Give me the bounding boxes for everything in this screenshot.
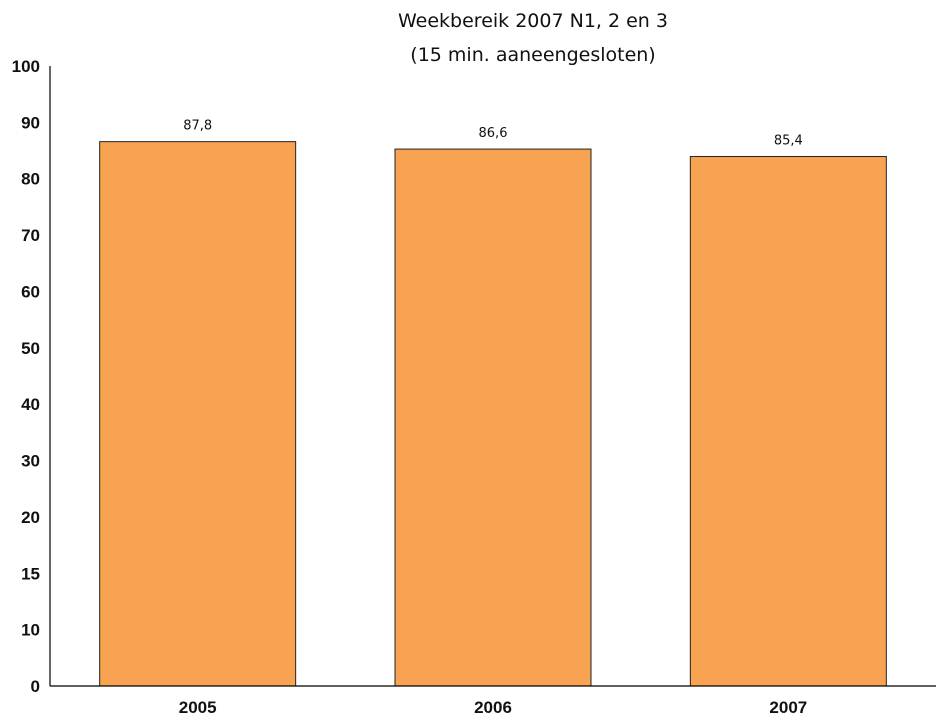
data-label-2005: 87,8 [183, 119, 212, 134]
y-tick-label: 70 [21, 226, 40, 245]
data-label-2006: 86,6 [479, 126, 508, 141]
y-tick-label: 40 [21, 395, 40, 414]
x-tick-label-2007: 2007 [769, 698, 807, 717]
y-tick-label: 15 [21, 564, 40, 583]
y-tick-label: 50 [21, 339, 40, 358]
y-tick-label: 100 [12, 57, 40, 76]
data-label-2007: 85,4 [774, 134, 803, 149]
x-axis-ticks: 2005 2006 2007 [179, 698, 807, 717]
y-tick-label: 0 [31, 677, 40, 696]
y-tick-label: 30 [21, 452, 40, 471]
y-tick-label: 60 [21, 282, 40, 301]
y-tick-label: 90 [21, 113, 40, 132]
y-tick-label: 10 [21, 621, 40, 640]
y-tick-label: 20 [21, 508, 40, 527]
chart-subtitle: (15 min. aaneengesloten) [410, 44, 655, 66]
bar-2005 [99, 141, 297, 687]
data-labels: 87,8 86,6 85,4 [183, 119, 803, 149]
bars [99, 141, 887, 687]
bar-2007 [689, 156, 887, 687]
chart-title: Weekbereik 2007 N1, 2 en 3 [398, 10, 668, 32]
y-axis-ticks: 0 10 15 20 30 40 50 60 70 80 90 100 [12, 57, 40, 696]
y-tick-label: 80 [21, 170, 40, 189]
x-tick-label-2006: 2006 [474, 698, 512, 717]
bar-2006 [394, 148, 592, 687]
x-tick-label-2005: 2005 [179, 698, 217, 717]
